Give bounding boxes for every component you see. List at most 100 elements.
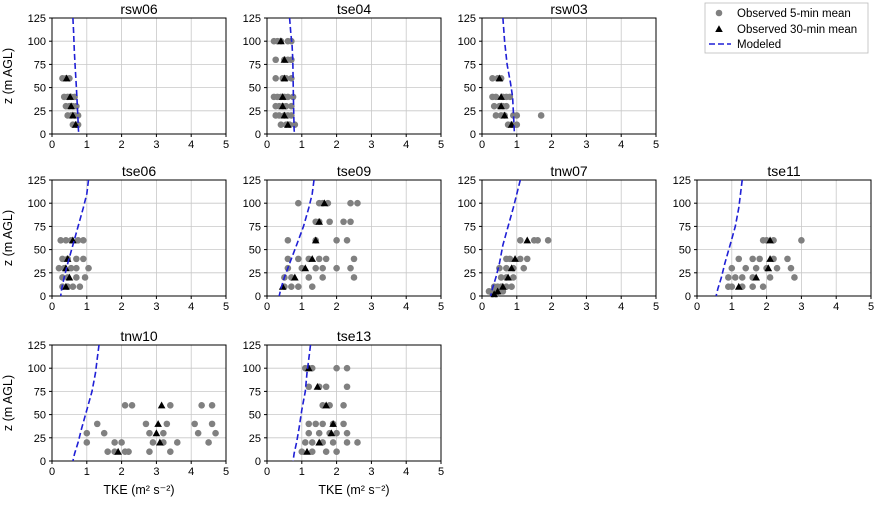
x-tick-label: 2 <box>334 139 340 151</box>
y-tick-label: 0 <box>255 456 261 468</box>
obs-30min-point <box>308 255 317 262</box>
obs-30min-point <box>278 102 287 110</box>
legend-model-label: Modeled <box>737 39 781 51</box>
obs-5min-point <box>333 237 340 244</box>
x-tick-label: 5 <box>223 301 229 313</box>
obs-5min-point <box>104 448 111 456</box>
obs-5min-point <box>142 420 150 428</box>
obs-5min-point <box>146 429 153 437</box>
x-tick-label: 1 <box>514 301 520 313</box>
obs-5min-point <box>347 264 354 272</box>
obs-5min-point <box>728 264 736 272</box>
y-tick-label: 25 <box>249 268 261 280</box>
obs-5min-point <box>305 274 313 281</box>
obs-5min-point <box>749 283 756 291</box>
obs-5min-point <box>308 283 316 291</box>
obs-5min-point <box>73 274 80 281</box>
panel-title: rsw06 <box>120 1 158 17</box>
obs-30min-point <box>284 120 292 128</box>
obs-30min-point <box>291 273 299 281</box>
legend-obs5-label: Observed 5-min mean <box>737 8 851 20</box>
y-tick-label: 100 <box>28 198 46 210</box>
obs-30min-point <box>497 102 505 110</box>
obs-5min-point <box>289 93 297 101</box>
obs-30min-point <box>156 438 164 446</box>
grid <box>481 17 657 135</box>
x-tick-label: 1 <box>84 301 90 313</box>
y-tick-label: 50 <box>249 245 261 257</box>
obs-5min-point <box>83 429 91 437</box>
y-tick-label: 125 <box>243 13 261 25</box>
obs-5min-point <box>503 102 510 110</box>
panel-title: tse11 <box>767 163 800 179</box>
y-tick-label: 75 <box>34 386 46 398</box>
obs-5min-point <box>322 255 330 263</box>
legend-box <box>704 2 869 54</box>
y-tick-label: 125 <box>28 13 46 25</box>
obs-30min-point <box>311 236 320 244</box>
obs-5min-point <box>340 420 347 428</box>
obs-30min-point <box>493 287 502 295</box>
x-tick-label: 2 <box>334 301 340 313</box>
plot-frame <box>481 17 657 135</box>
obs-30min-point <box>752 273 760 281</box>
obs-30min-point <box>303 447 311 455</box>
obs-30min-point <box>766 236 774 244</box>
obs-30min-point <box>304 364 313 372</box>
x-tick-label: 3 <box>583 301 589 313</box>
obs-5min-point <box>489 75 496 82</box>
obs-5min-point <box>208 420 216 428</box>
obs-5min-point <box>343 429 351 437</box>
obs-5min-point <box>784 255 791 263</box>
obs-30min-point <box>65 273 74 281</box>
obs-30min-point <box>511 255 519 262</box>
obs-5min-point <box>347 199 354 207</box>
x-tick-label: 1 <box>729 301 735 313</box>
y-axis-label: z (m AGL) <box>1 210 15 266</box>
legend-obs30-label: Observed 30-min mean <box>737 24 857 36</box>
x-tick-label: 1 <box>299 139 305 151</box>
x-tick-label: 0 <box>264 466 270 478</box>
obs-5min-point <box>73 264 80 272</box>
y-tick-label: 0 <box>255 129 261 141</box>
obs-30min-point <box>495 74 504 82</box>
obs-5min-point <box>728 283 736 291</box>
obs-5min-point <box>798 237 805 244</box>
obs-5min-point <box>173 439 181 446</box>
y-tick-label: 50 <box>249 410 261 422</box>
x-tick-label: 5 <box>653 301 659 313</box>
obs-5min-point <box>537 112 545 119</box>
y-tick-label: 100 <box>458 198 476 210</box>
obs-5min-point <box>57 237 64 244</box>
obs-5min-point <box>312 420 320 428</box>
obs-5min-point <box>67 264 75 272</box>
obs-30min-point <box>62 74 71 82</box>
obs-5min-point <box>333 429 340 437</box>
x-tick-label: 3 <box>368 301 374 313</box>
obs-5min-point <box>534 237 541 244</box>
obs-30min-point <box>157 401 166 409</box>
plot-frame <box>51 17 227 135</box>
obs-30min-point <box>507 264 516 272</box>
x-tick-label: 5 <box>438 139 444 151</box>
x-tick-label: 2 <box>119 139 125 151</box>
obs-5min-point <box>288 56 295 64</box>
x-tick-label: 0 <box>49 301 55 313</box>
obs-5min-point <box>146 448 153 456</box>
x-tick-label: 2 <box>119 466 125 478</box>
y-tick-label: 75 <box>249 59 261 71</box>
obs-5min-point <box>508 283 515 291</box>
obs-5min-point <box>343 364 351 372</box>
obs-30min-point <box>66 93 74 100</box>
x-tick-label: 5 <box>223 466 229 478</box>
x-tick-label: 2 <box>119 301 125 313</box>
y-tick-label: 75 <box>464 221 476 233</box>
obs-5min-point <box>490 102 498 110</box>
obs-5min-point <box>492 112 500 119</box>
y-tick-label: 100 <box>28 363 46 375</box>
y-tick-label: 100 <box>243 198 261 210</box>
x-tick-label: 5 <box>653 139 659 151</box>
obs-30min-point <box>277 37 285 45</box>
